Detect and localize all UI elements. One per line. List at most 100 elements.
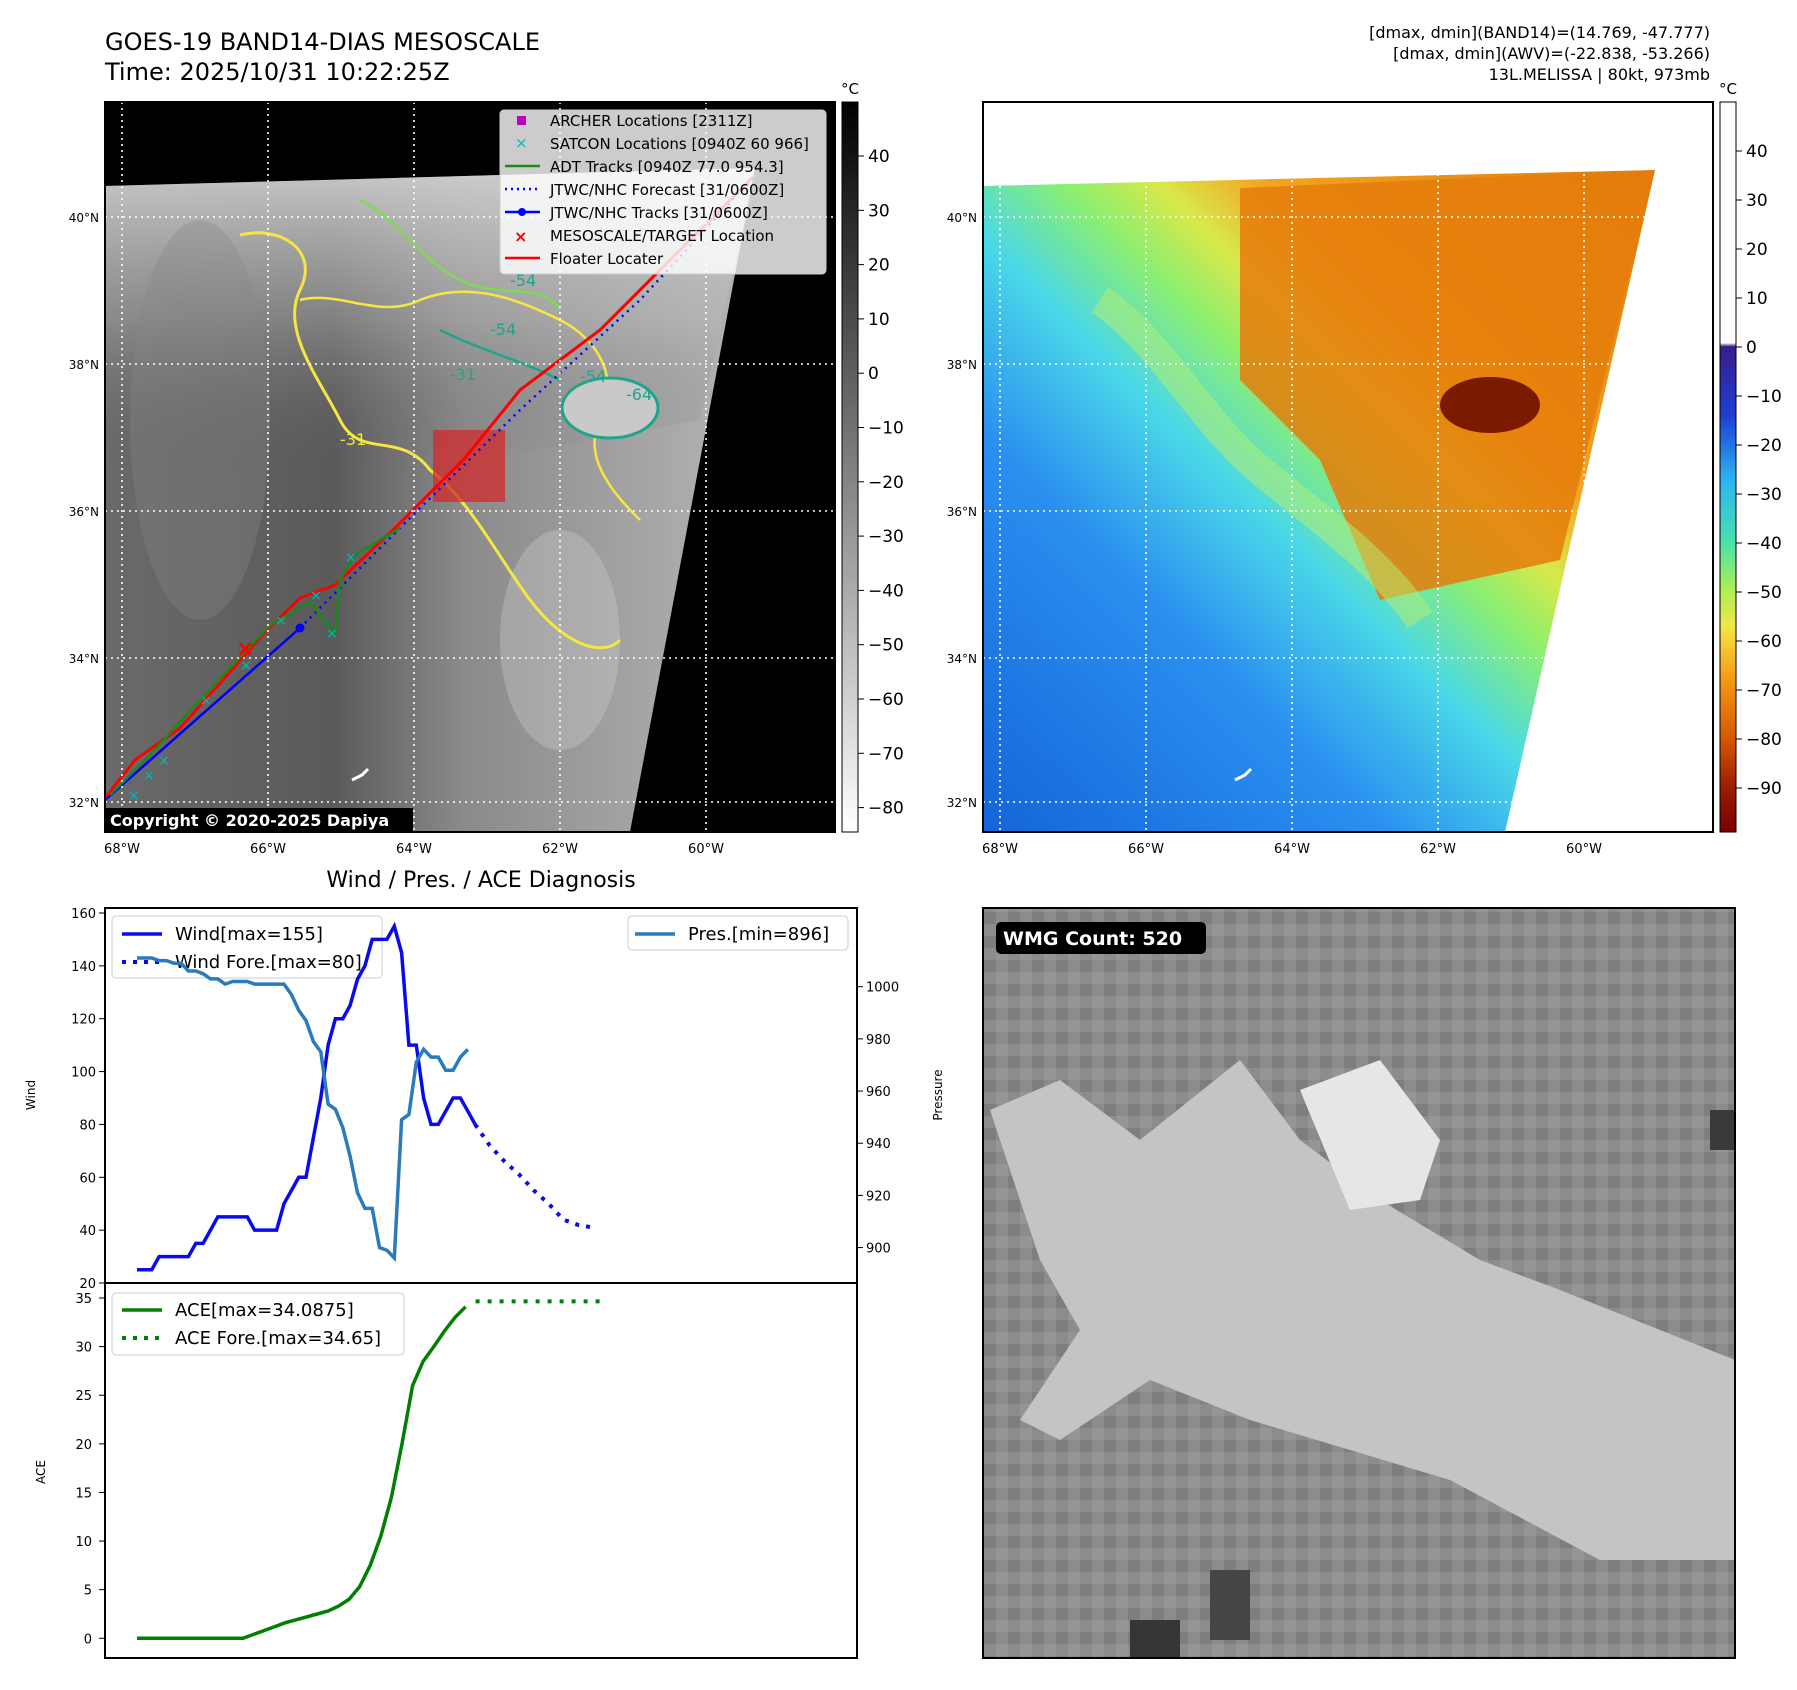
awv-lat-tick-label: 38°N [947, 358, 977, 372]
wmg-bright-band [990, 1060, 1735, 1560]
color-colorbar-tick-label: −50 [1746, 583, 1782, 603]
svg-text:×: × [158, 753, 170, 769]
wind-forecast-series-line [473, 1123, 594, 1230]
satcon-markers: ××× ××× ××× [128, 550, 357, 804]
awv-color-map-panel [982, 101, 1714, 833]
ir-lon-tick-label: 62°W [542, 842, 578, 857]
grayscale-colorbar-tick-label: −40 [868, 581, 904, 601]
awv-lon-tick-label: 68°W [982, 842, 1018, 857]
wind-axis-tick-label: 20 [79, 1277, 96, 1292]
color-colorbar-unit: °C [1719, 80, 1737, 98]
ir-lat-tick-label: 36°N [69, 505, 99, 519]
jtwc-nhc-forecast-track [299, 169, 761, 629]
ace-legend: ACE[max=34.0875] ACE Fore.[max=34.65] [111, 1292, 405, 1356]
contour-label: -54 [510, 271, 536, 290]
pressure-axis-tick-label: 980 [866, 1033, 891, 1048]
svg-text:×: × [128, 788, 140, 804]
satcon-legend-marker: × [515, 134, 528, 152]
ace-panel: ACE ACE[max=34.0875] ACE Fore.[max=34.65… [34, 1282, 858, 1659]
ace-axis-tick-label: 5 [84, 1584, 92, 1599]
legend-item-satcon: SATCON Locations [0940Z 60 966] [550, 135, 809, 153]
contour-teal-core [560, 376, 660, 440]
awv-cold-core [1440, 377, 1540, 433]
ir-lat-tick-label: 34°N [69, 652, 99, 666]
ir-lat-tick-label: 40°N [69, 211, 99, 225]
legend-ace-forecast: ACE Fore.[max=34.65] [175, 1328, 381, 1349]
contour-label: -54 [490, 320, 516, 339]
pressure-axis-tick-label: 960 [866, 1085, 891, 1100]
legend-item-floater: Floater Locater [550, 250, 664, 268]
grayscale-colorbar-unit: °C [841, 80, 859, 98]
ir-lat-tick-label: 38°N [69, 358, 99, 372]
copyright-box [105, 808, 413, 832]
color-colorbar-tick-label: 10 [1746, 289, 1768, 309]
legend-item-jtwc-tracks: JTWC/NHC Tracks [31/0600Z] [549, 204, 768, 222]
svg-text:×: × [310, 588, 322, 604]
wind-axis-tick-label: 60 [79, 1171, 96, 1186]
ace-axis-tick-label: 10 [75, 1535, 92, 1550]
svg-text:×: × [326, 626, 338, 642]
wind-axis-tick-label: 80 [79, 1118, 96, 1133]
wind-axis-label: Wind [24, 1080, 38, 1110]
wind-pressure-legend-right: Pres.[min=896] [627, 915, 849, 951]
svg-text:×: × [240, 658, 252, 674]
grayscale-colorbar-tick-label: −80 [868, 799, 904, 819]
pressure-axis-tick-label: 920 [866, 1189, 891, 1204]
color-colorbar-tick-label: −70 [1746, 681, 1782, 701]
wmg-frame [982, 907, 1736, 1659]
floater-locater-track [105, 173, 757, 799]
legend-ace: ACE[max=34.0875] [175, 1300, 354, 1321]
legend-item-target: MESOSCALE/TARGET Location [550, 227, 774, 245]
awv-lon-tick-label: 60°W [1566, 842, 1602, 857]
svg-text:×: × [345, 550, 357, 566]
wind-axis-tick-label: 120 [71, 1013, 96, 1028]
ace-axis-tick-label: 15 [75, 1486, 92, 1501]
legend-item-adt: ADT Tracks [0940Z 77.0 954.3] [550, 158, 784, 176]
wind-pressure-panel: Wind / Pres. / ACE Diagnosis Wind Pressu… [24, 868, 945, 1284]
adt-track [109, 526, 401, 796]
awv-lat-tick-label: 36°N [947, 505, 977, 519]
pressure-axis-tick-label: 940 [866, 1137, 891, 1152]
color-colorbar-tick-label: 20 [1746, 240, 1768, 260]
info-awv-range: [dmax, dmin](AWV)=(-22.838, -53.266) [1393, 44, 1710, 63]
ir-lon-tick-label: 60°W [688, 842, 724, 857]
legend-item-forecast: JTWC/NHC Forecast [31/0600Z] [549, 181, 784, 199]
grayscale-colorbar-tick-label: −10 [868, 419, 904, 439]
color-colorbar: °C [1719, 80, 1737, 833]
wmg-count-label: WMG Count: 520 [1003, 928, 1182, 950]
ace-series-line [137, 1305, 467, 1641]
contour-label: -31 [450, 365, 476, 384]
color-colorbar-tick-label: 40 [1746, 142, 1768, 162]
pressure-axis-tick-label: 900 [866, 1242, 891, 1257]
color-colorbar-tick-label: 0 [1746, 338, 1757, 358]
grayscale-colorbar-tick-label: −30 [868, 527, 904, 547]
mesoscale-target-marker: × [236, 637, 254, 662]
ir-lat-tick-label: 32°N [69, 796, 99, 810]
diagnosis-title: Wind / Pres. / ACE Diagnosis [326, 868, 635, 893]
svg-text:×: × [143, 768, 155, 784]
color-colorbar-tick-label: 30 [1746, 191, 1768, 211]
grayscale-colorbar: °C [841, 80, 859, 833]
archer-legend-marker [517, 116, 526, 125]
svg-text:×: × [200, 693, 212, 709]
contour-label: -31 [340, 430, 366, 449]
color-colorbar-tick-label: −40 [1746, 534, 1782, 554]
color-colorbar-tick-label: −10 [1746, 387, 1782, 407]
awv-map-frame [982, 101, 1714, 833]
awv-gridlines [983, 102, 1713, 832]
awv-lat-tick-label: 32°N [947, 796, 977, 810]
color-colorbar-tick-label: −80 [1746, 730, 1782, 750]
awv-lat-tick-label: 34°N [947, 652, 977, 666]
jtwc-nhc-track [105, 627, 301, 801]
ir-map-frame [104, 101, 836, 833]
grayscale-colorbar-tick-label: −20 [868, 473, 904, 493]
legend-wind: Wind[max=155] [175, 924, 323, 945]
wind-axis-tick-label: 140 [71, 960, 96, 975]
pressure-series-line [137, 956, 470, 1263]
ace-axis-tick-label: 20 [75, 1438, 92, 1453]
wind-axis-tick-label: 100 [71, 1066, 96, 1081]
ace-axis-tick-label: 0 [84, 1632, 92, 1647]
track-legend: × × ARCHER Locations [2311Z] SATCON Loca… [499, 109, 827, 275]
legend-pressure: Pres.[min=896] [688, 924, 829, 945]
grayscale-colorbar-tick-label: 20 [868, 256, 890, 276]
